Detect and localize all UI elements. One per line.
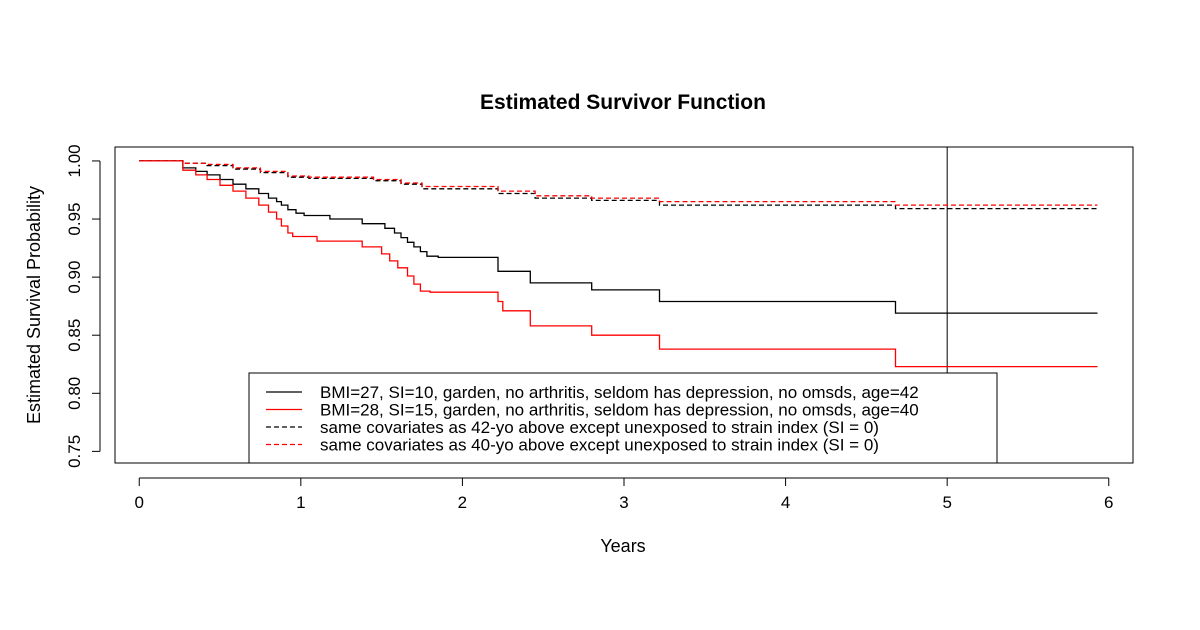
y-axis-label: Estimated Survival Probability (24, 186, 44, 424)
y-tick-label: 0.75 (65, 435, 84, 468)
y-tick-label: 0.90 (65, 261, 84, 294)
x-tick-label: 0 (135, 493, 144, 512)
series-line-2 (139, 160, 1098, 368)
x-axis-label: Years (600, 536, 645, 556)
legend: BMI=27, SI=10, garden, no arthritis, sel… (248, 372, 998, 464)
x-tick-label: 4 (781, 493, 790, 512)
y-tick-label: 0.80 (65, 377, 84, 410)
x-tick-label: 2 (458, 493, 467, 512)
series-line-4 (139, 160, 1098, 206)
x-tick-label: 5 (942, 493, 951, 512)
legend-box (248, 372, 998, 464)
x-tick-label: 1 (296, 493, 305, 512)
series-line-3 (139, 160, 1098, 210)
legend-label-4: same covariates as 40-yo above except un… (320, 436, 879, 455)
legend-label-3: same covariates as 42-yo above except un… (320, 418, 879, 437)
y-tick-label: 1.00 (65, 144, 84, 177)
series-line-1 (139, 160, 1098, 314)
x-tick-label: 6 (1104, 493, 1113, 512)
legend-label-1: BMI=27, SI=10, garden, no arthritis, sel… (320, 383, 919, 402)
axes: 0 1 2 3 4 5 6 0.75 0.80 0.85 0.90 0.95 1.00 (65, 144, 1113, 512)
legend-label-2: BMI=28, SI=15, garden, no arthritis, sel… (320, 401, 919, 420)
x-tick-label: 3 (619, 493, 628, 512)
chart-title: Estimated Survivor Function (480, 91, 766, 114)
y-tick-label: 0.95 (65, 202, 84, 235)
y-tick-label: 0.85 (65, 319, 84, 352)
